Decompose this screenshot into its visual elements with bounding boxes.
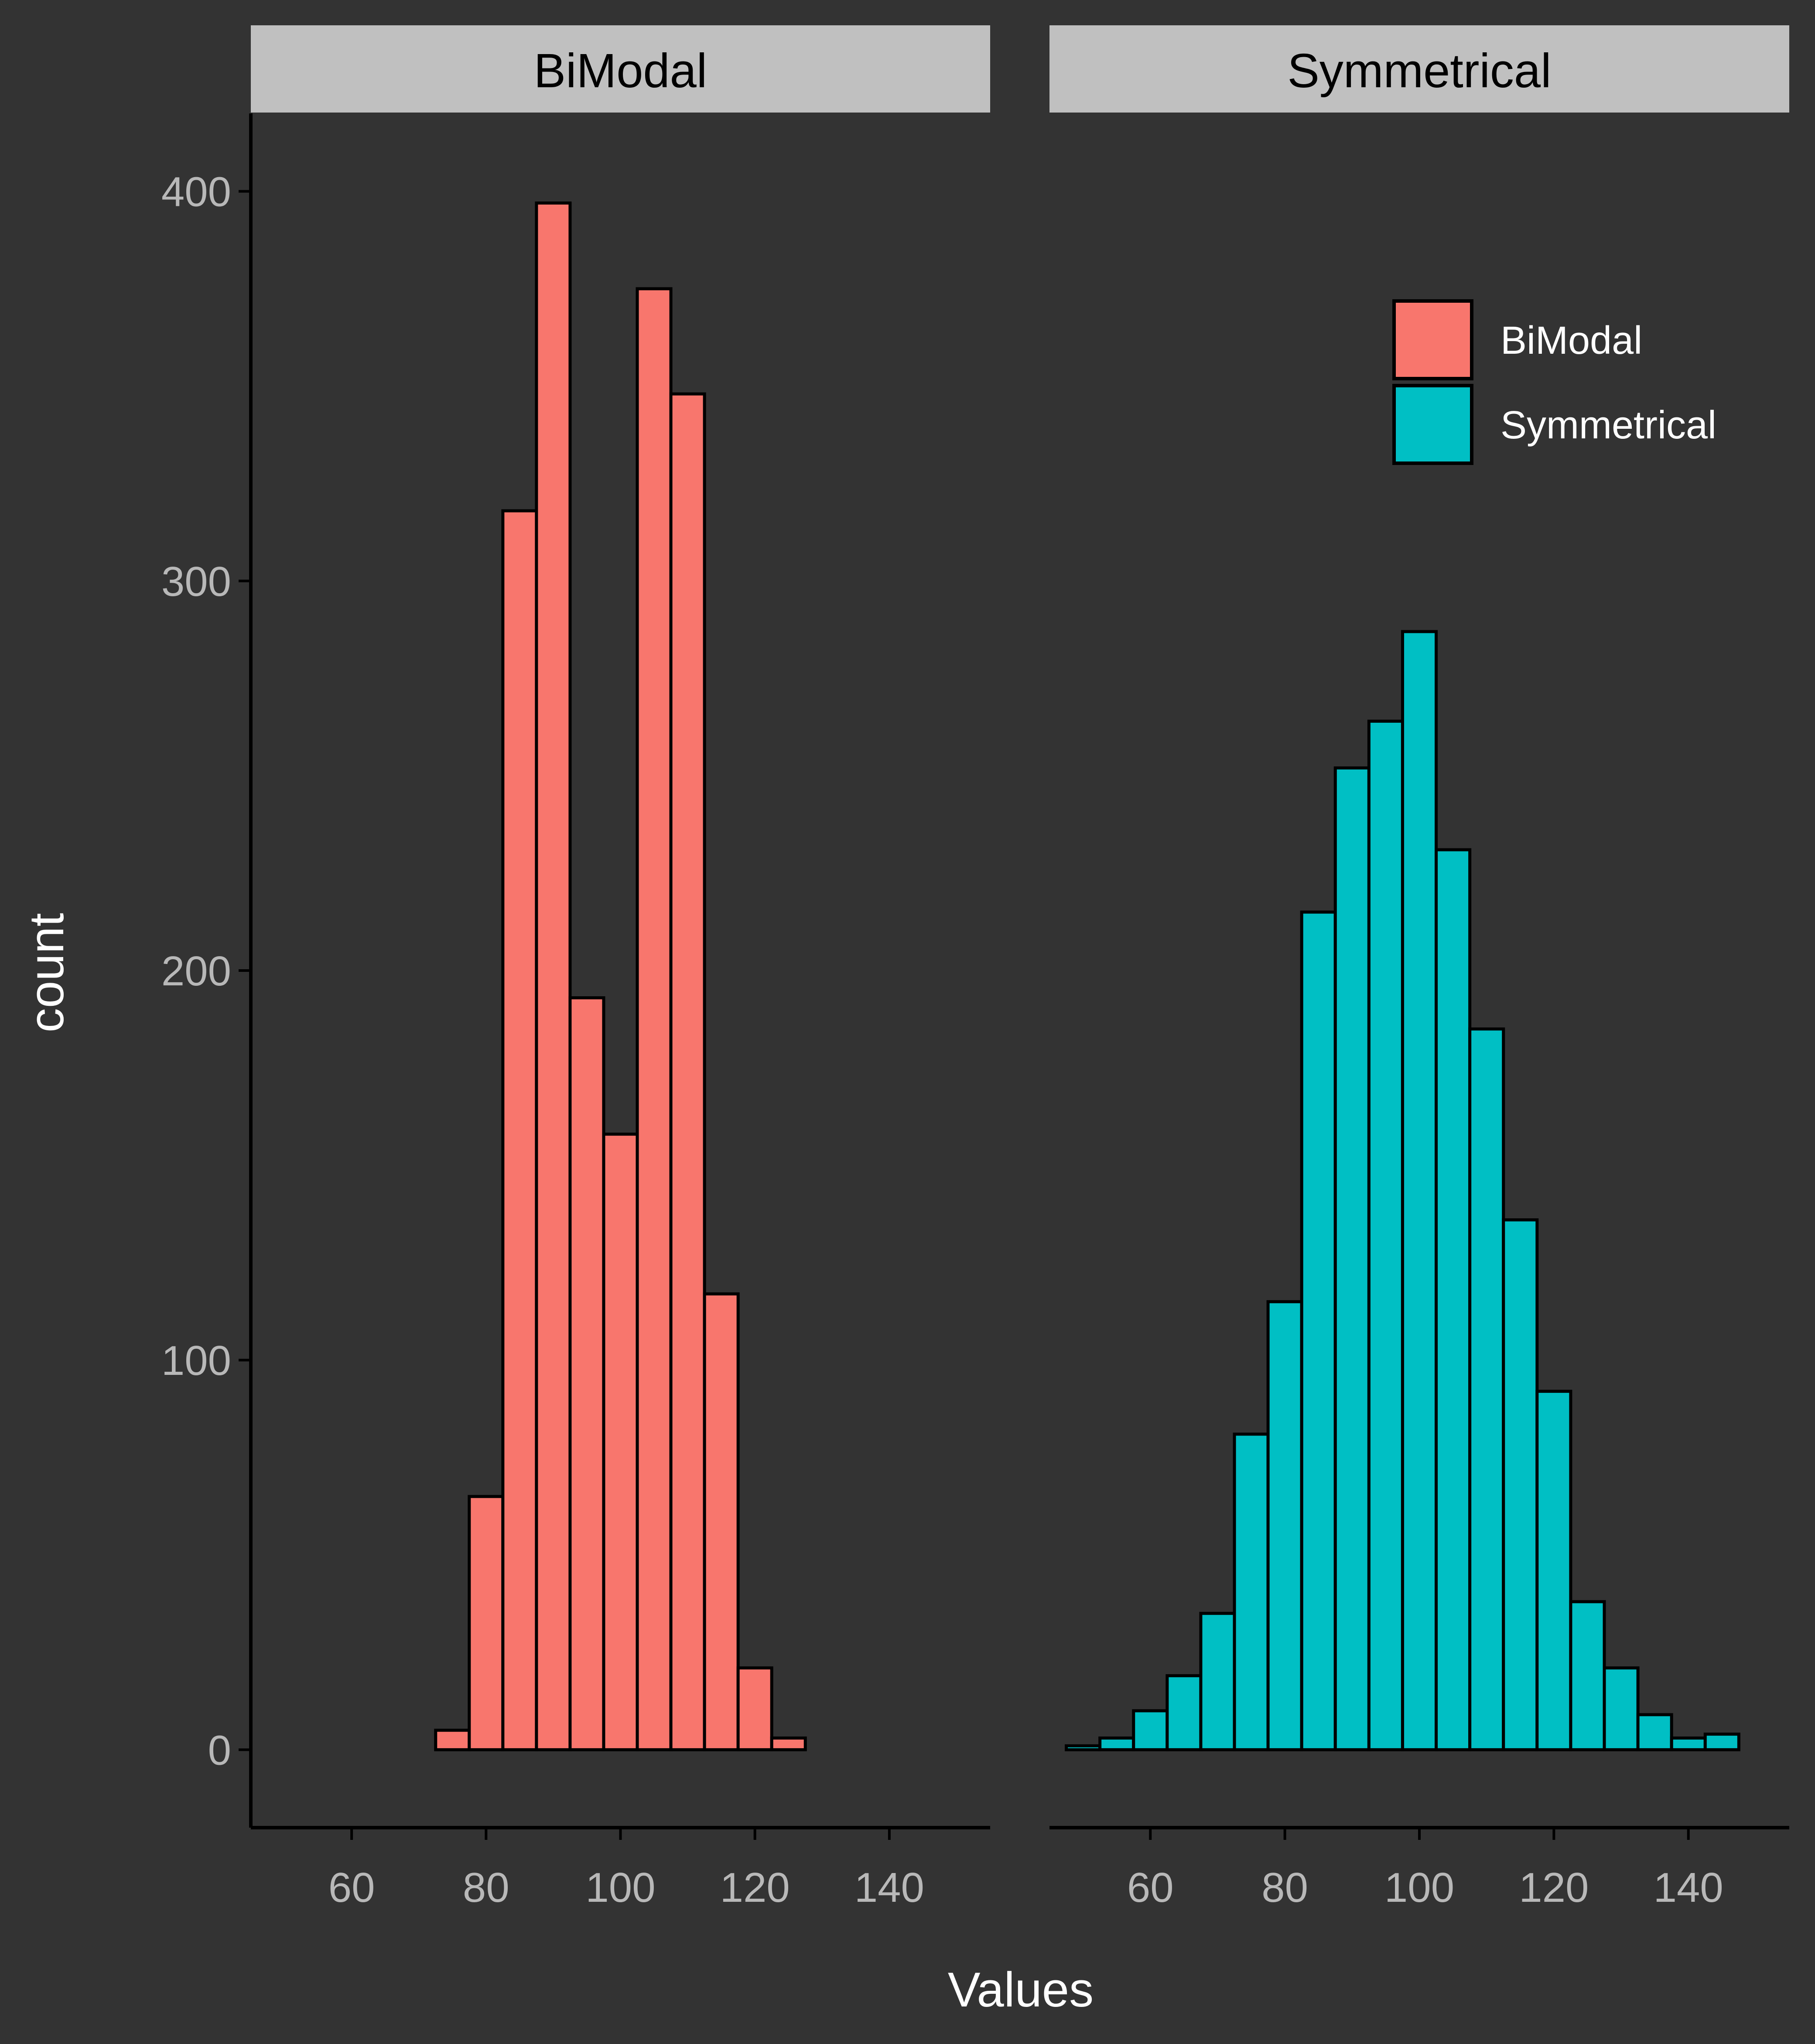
x-tick-label: 80 xyxy=(463,1864,509,1911)
histogram-bar xyxy=(1703,1733,1740,1751)
histogram-bar xyxy=(1535,1390,1572,1751)
facet-strip-background xyxy=(1049,25,1789,113)
histogram-bar xyxy=(669,392,706,1751)
facet-strip-label: Symmetrical xyxy=(1287,44,1551,98)
histogram-bar xyxy=(1435,848,1472,1751)
histogram-bar xyxy=(434,1729,471,1751)
histogram-bar xyxy=(770,1736,807,1751)
histogram-bar xyxy=(568,996,605,1751)
histogram-bar xyxy=(736,1666,773,1751)
facet-strip-background xyxy=(251,25,990,113)
y-tick-label: 200 xyxy=(161,948,231,995)
x-tick-label: 60 xyxy=(328,1864,375,1911)
histogram-bar xyxy=(468,1495,505,1751)
histogram-bar xyxy=(602,1132,639,1751)
facet-panels: BiModal 60 80 100 120 140 Symmetrical 60 80 100 12… xyxy=(251,25,1789,1911)
facet-panel-1: Symmetrical 60 80 100 120 140 xyxy=(1049,25,1789,1911)
facet-strip-label: BiModal xyxy=(534,44,707,98)
x-tick-label: 140 xyxy=(855,1864,924,1911)
histogram-bar xyxy=(1367,719,1404,1751)
x-axis-title: Values xyxy=(948,1962,1094,2017)
y-axis: 0 100 200 300 400 xyxy=(161,113,253,1828)
histogram-bar xyxy=(535,201,572,1751)
y-tick-label: 300 xyxy=(161,558,231,605)
histogram-bar xyxy=(636,287,673,1751)
histogram-bar xyxy=(1569,1600,1606,1751)
histogram-bar xyxy=(501,509,538,1751)
x-tick-label: 100 xyxy=(1384,1864,1454,1911)
legend-key xyxy=(1392,384,1473,465)
histogram-bar xyxy=(1468,1027,1505,1751)
y-tick-label: 100 xyxy=(161,1337,231,1384)
x-tick-label: 100 xyxy=(585,1864,655,1911)
histogram-bar xyxy=(1333,766,1371,1751)
legend-label: BiModal xyxy=(1501,319,1642,362)
histogram-bar xyxy=(1132,1709,1169,1751)
x-tick-label: 60 xyxy=(1127,1864,1174,1911)
histogram-bar xyxy=(1199,1612,1236,1751)
histogram-bar xyxy=(1401,630,1438,1751)
legend-label: Symmetrical xyxy=(1501,403,1716,447)
legend-key xyxy=(1392,299,1473,380)
y-tick-label: 400 xyxy=(161,169,231,215)
x-tick-label: 120 xyxy=(1519,1864,1589,1911)
histogram-bar xyxy=(1065,1744,1102,1751)
histogram-bar xyxy=(703,1292,740,1751)
histogram-bar xyxy=(1300,910,1337,1751)
x-tick-label: 80 xyxy=(1261,1864,1308,1911)
legend: BiModal Symmetrical xyxy=(1392,299,1716,465)
y-axis-title: count xyxy=(19,913,74,1032)
x-tick-label: 120 xyxy=(720,1864,790,1911)
histogram-bar xyxy=(1502,1218,1539,1751)
x-tick-label: 140 xyxy=(1654,1864,1723,1911)
histogram-bar xyxy=(1603,1666,1640,1751)
facet-panel-0: BiModal 60 80 100 120 140 xyxy=(251,25,990,1911)
histogram-bar xyxy=(1266,1300,1303,1751)
histogram-bar xyxy=(1166,1674,1203,1751)
histogram-bar xyxy=(1670,1736,1707,1751)
histogram-bar xyxy=(1233,1432,1270,1751)
y-tick-label: 0 xyxy=(208,1727,231,1774)
histogram-bar xyxy=(1098,1736,1135,1751)
histogram-bar xyxy=(1636,1713,1673,1751)
